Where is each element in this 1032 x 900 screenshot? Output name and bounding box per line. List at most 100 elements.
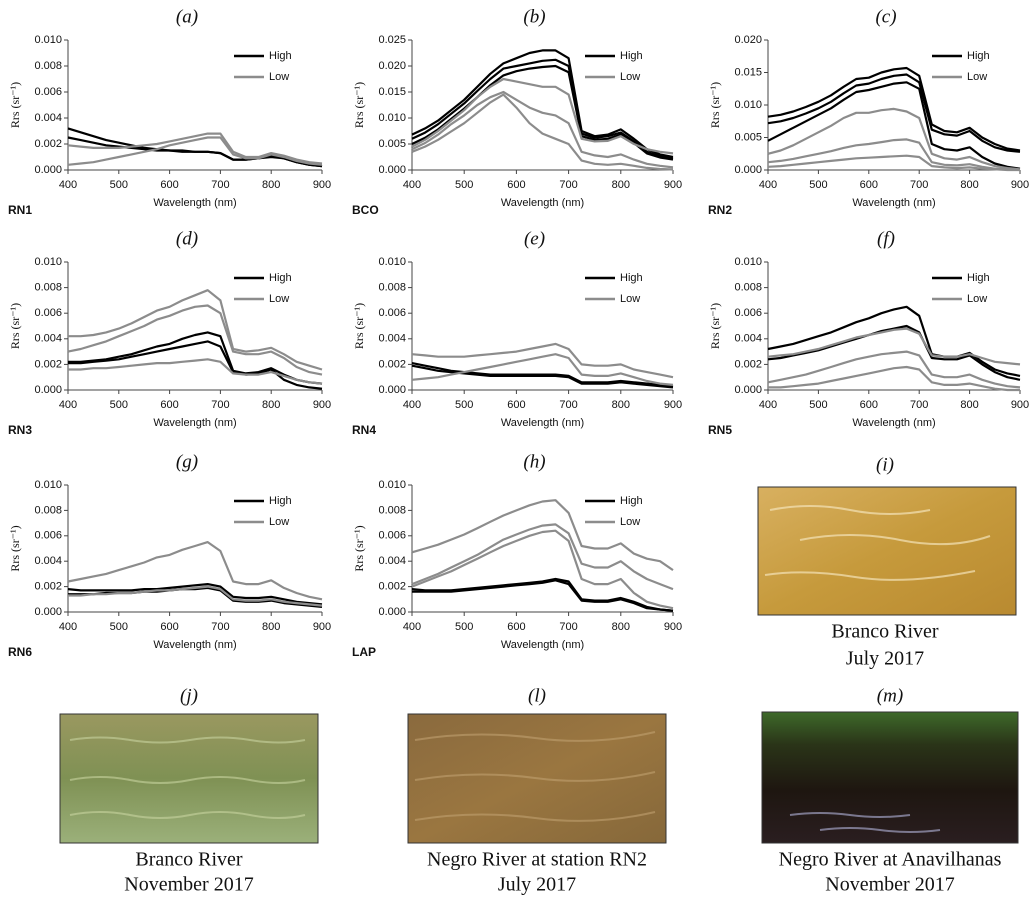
spectrum-line: [411, 577, 674, 612]
y-tick-label: 0.010: [378, 112, 406, 124]
chart-panel: (g) RN6 Wavelength (nm) Rrs (sr⁻¹) 0.000 0.00…: [8, 451, 331, 659]
spectrum-line: [411, 499, 674, 572]
spectrum-line: [767, 305, 1021, 377]
y-tick-label: 0.008: [34, 282, 62, 294]
spectrum-line: [411, 529, 674, 610]
spectrum-line: [767, 107, 1021, 171]
x-tick-label: 800: [262, 179, 280, 191]
station-label: RN3: [8, 423, 32, 437]
x-tick-label: 800: [612, 399, 630, 411]
spectrum-line: [767, 81, 1021, 170]
y-tick-label: 0.002: [378, 581, 406, 593]
spectrum-line: [68, 585, 323, 607]
x-tick-label: 400: [59, 399, 77, 411]
legend-label: Low: [269, 293, 289, 305]
x-tick-label: 400: [403, 399, 421, 411]
x-tick-label: 600: [860, 399, 878, 411]
photo-caption: Negro River at Anavilhanas: [779, 849, 1002, 871]
spectrum-line: [68, 340, 323, 390]
photo-caption: July 2017: [498, 874, 576, 896]
y-tick-label: 0.008: [378, 504, 406, 516]
x-axis-label: Wavelength (nm): [852, 197, 935, 209]
y-tick-label: 0.004: [34, 555, 62, 567]
spectrum-line: [67, 136, 323, 166]
photo-caption: Negro River at station RN2: [427, 849, 647, 871]
station-label: RN2: [708, 203, 732, 217]
spectrum-line: [767, 324, 1021, 381]
y-tick-label: 0.010: [734, 256, 762, 268]
x-tick-label: 400: [59, 179, 77, 191]
y-tick-label: 0.010: [378, 479, 406, 491]
panel-label: (h): [523, 451, 545, 472]
spectrum-line: [768, 365, 1020, 392]
station-label: RN6: [8, 645, 32, 659]
x-axis-label: Wavelength (nm): [501, 639, 584, 651]
photo-caption: Branco River: [831, 621, 939, 643]
x-tick-label: 700: [559, 399, 577, 411]
spectrum-line: [67, 582, 323, 606]
legend-label: High: [269, 50, 292, 62]
x-tick-label: 800: [612, 179, 630, 191]
spectrum-line: [411, 523, 674, 591]
chart-panel: (h) LAP Wavelength (nm) Rrs (sr⁻¹) 0.000 0.00…: [352, 451, 682, 659]
y-axis-label: Rrs (sr⁻¹): [8, 82, 22, 128]
spectrum-line: [411, 364, 674, 389]
y-axis-label: Rrs (sr⁻¹): [352, 82, 366, 128]
y-tick-label: 0.005: [378, 138, 406, 150]
x-axis-label: Wavelength (nm): [153, 197, 236, 209]
photo-label: (m): [877, 685, 903, 706]
x-tick-label: 400: [59, 621, 77, 633]
x-tick-label: 900: [313, 399, 331, 411]
chart-panel: (c) RN2 Wavelength (nm) Rrs (sr⁻¹) 0.000 0.00…: [708, 6, 1029, 217]
x-tick-label: 500: [455, 179, 473, 191]
y-tick-label: 0.010: [34, 34, 62, 46]
x-tick-label: 400: [759, 179, 777, 191]
photo-label: (i): [876, 454, 894, 475]
y-tick-label: 0.010: [734, 99, 762, 111]
legend-label: Low: [620, 293, 640, 305]
y-tick-label: 0.008: [734, 282, 762, 294]
spectrum-line: [411, 93, 674, 171]
station-label: RN4: [352, 423, 376, 437]
chart-panel: (e) RN4 Wavelength (nm) Rrs (sr⁻¹) 0.000 0.00…: [352, 228, 682, 437]
x-tick-label: 900: [1011, 179, 1029, 191]
legend-label: High: [269, 272, 292, 284]
x-tick-label: 800: [262, 399, 280, 411]
x-tick-label: 700: [910, 399, 928, 411]
x-tick-label: 700: [559, 621, 577, 633]
y-tick-label: 0.005: [734, 131, 762, 143]
y-tick-label: 0.002: [734, 358, 762, 370]
x-tick-label: 700: [211, 399, 229, 411]
photo: [757, 486, 1017, 616]
y-tick-label: 0.004: [34, 333, 62, 345]
panel-label: (a): [176, 6, 198, 27]
water-texture: [789, 812, 941, 833]
x-axis-label: Wavelength (nm): [153, 417, 236, 429]
spectrum-line: [767, 154, 1020, 172]
legend-label: Low: [269, 71, 289, 83]
spectrum-line: [411, 58, 674, 160]
legend-label: High: [269, 495, 292, 507]
x-tick-label: 900: [313, 621, 331, 633]
y-tick-label: 0.008: [34, 60, 62, 72]
spectrum-line: [767, 73, 1021, 153]
photo: [59, 713, 319, 844]
panel-label: (d): [176, 228, 198, 249]
x-tick-label: 800: [262, 621, 280, 633]
legend-label: Low: [269, 516, 289, 528]
spectrum-line: [412, 579, 674, 612]
y-tick-label: 0.000: [34, 384, 62, 396]
x-axis-label: Wavelength (nm): [153, 639, 236, 651]
x-tick-label: 900: [313, 179, 331, 191]
spectrum-line: [411, 353, 674, 386]
y-tick-label: 0.002: [34, 138, 62, 150]
water-texture: [69, 736, 306, 819]
spectrum-line: [411, 49, 674, 159]
panel-label: (b): [523, 6, 545, 27]
x-tick-label: 700: [211, 621, 229, 633]
x-tick-label: 900: [664, 399, 682, 411]
y-tick-label: 0.000: [34, 164, 62, 176]
x-tick-label: 400: [403, 621, 421, 633]
photo-i: (i) Branco River July 2017: [757, 454, 1017, 670]
